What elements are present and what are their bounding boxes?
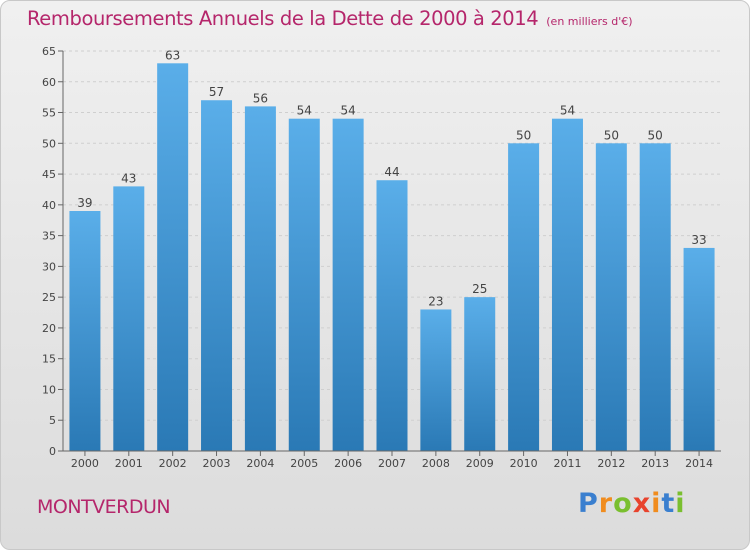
- commune-name: MONTVERDUN: [37, 496, 171, 518]
- logo-letter: P: [578, 488, 599, 519]
- x-tick-label: 2014: [685, 457, 713, 470]
- bar: [639, 143, 671, 452]
- x-tick-label: 2003: [203, 457, 231, 470]
- y-tick-label: 0: [49, 445, 56, 458]
- data-label: 57: [209, 85, 224, 99]
- y-tick-label: 40: [42, 199, 56, 212]
- x-tick-label: 2002: [159, 457, 187, 470]
- bar: [113, 186, 145, 451]
- y-tick-label: 25: [42, 291, 56, 304]
- x-tick-label: 2008: [422, 457, 450, 470]
- bar: [69, 211, 101, 451]
- bar: [288, 118, 320, 451]
- bar: [420, 309, 452, 451]
- x-tick-label: 2013: [641, 457, 669, 470]
- data-label: 25: [472, 282, 487, 296]
- bar: [595, 143, 627, 452]
- data-label: 33: [691, 233, 706, 247]
- x-tick-label: 2000: [71, 457, 99, 470]
- bar: [244, 106, 276, 451]
- y-tick-label: 5: [49, 414, 56, 427]
- chart-subtitle: (en milliers d'€): [546, 15, 633, 28]
- data-label: 23: [428, 294, 443, 308]
- y-tick-label: 10: [42, 383, 56, 396]
- chart-header: Remboursements Annuels de la Dette de 20…: [27, 7, 633, 30]
- logo-letter: r: [598, 488, 614, 519]
- x-tick-label: 2009: [466, 457, 494, 470]
- data-label: 39: [77, 196, 92, 210]
- bar: [683, 247, 715, 451]
- x-tick-label: 2001: [115, 457, 143, 470]
- chart-title: Remboursements Annuels de la Dette de 20…: [27, 7, 539, 30]
- y-tick-label: 35: [42, 230, 56, 243]
- data-label: 50: [648, 128, 663, 142]
- x-tick-label: 2010: [510, 457, 538, 470]
- x-tick-label: 2012: [597, 457, 625, 470]
- bar: [376, 180, 408, 451]
- y-tick-label: 20: [42, 322, 56, 335]
- data-label: 43: [121, 171, 136, 185]
- x-tick-label: 2005: [290, 457, 318, 470]
- logo-letter: t: [661, 488, 676, 519]
- bar: [508, 143, 540, 452]
- x-tick-label: 2006: [334, 457, 362, 470]
- y-tick-label: 55: [42, 107, 56, 120]
- logo-letter: i: [675, 488, 686, 519]
- y-tick-label: 50: [42, 137, 56, 150]
- data-label: 44: [384, 165, 399, 179]
- data-label: 54: [340, 104, 355, 118]
- logo-letter: o: [613, 488, 633, 519]
- logo-letter: i: [651, 488, 662, 519]
- y-tick-label: 30: [42, 260, 56, 273]
- x-tick-label: 2004: [246, 457, 274, 470]
- y-tick-label: 65: [42, 45, 56, 58]
- bar: [464, 297, 496, 451]
- logo-letter: x: [632, 488, 652, 519]
- data-label: 54: [560, 104, 575, 118]
- data-label: 56: [253, 91, 268, 105]
- data-label: 50: [604, 128, 619, 142]
- y-tick-label: 45: [42, 168, 56, 181]
- y-tick-label: 15: [42, 353, 56, 366]
- bar: [157, 63, 189, 452]
- x-tick-label: 2007: [378, 457, 406, 470]
- y-tick-label: 60: [42, 76, 56, 89]
- bar: [332, 118, 364, 451]
- proxiti-logo[interactable]: Proxiti: [578, 488, 686, 519]
- bar: [201, 100, 233, 451]
- data-label: 50: [516, 128, 531, 142]
- data-label: 63: [165, 48, 180, 62]
- x-tick-label: 2011: [553, 457, 581, 470]
- bar: [551, 118, 583, 451]
- data-label: 54: [297, 104, 312, 118]
